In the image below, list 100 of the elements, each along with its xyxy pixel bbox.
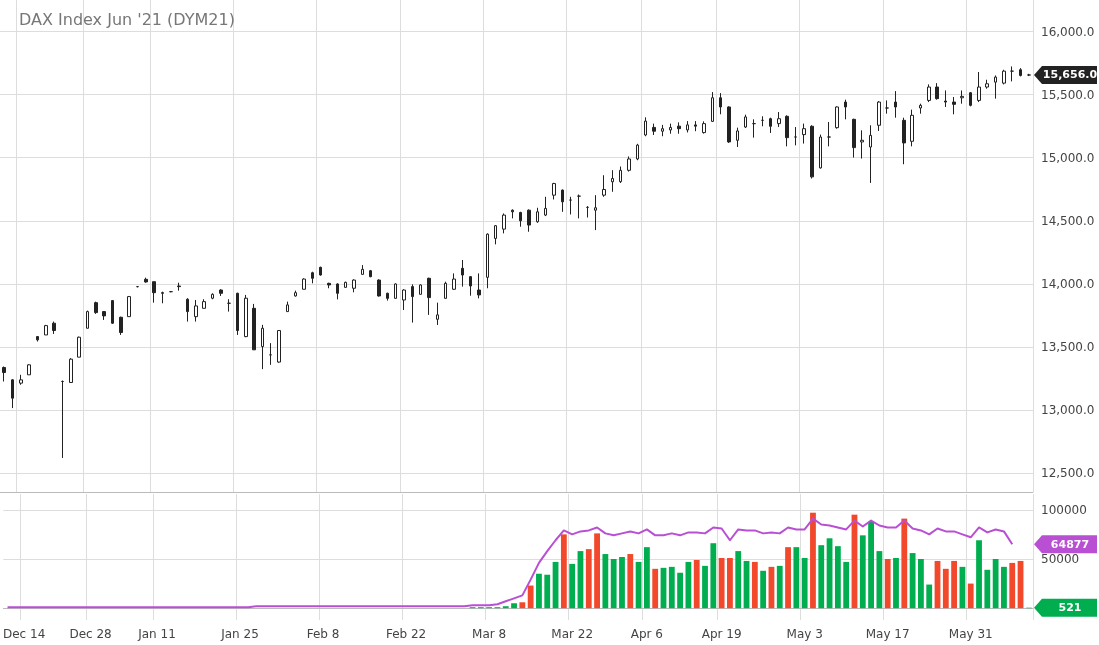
candlestick — [411, 283, 414, 324]
bar — [569, 563, 576, 609]
candlestick — [394, 282, 397, 299]
candlestick — [69, 357, 73, 383]
y-tick-label: 14,000.0 — [1041, 276, 1095, 291]
y-tick-label: 50000 — [1041, 551, 1080, 566]
bar — [868, 521, 874, 609]
x-tick-label: Jan 11 — [137, 627, 176, 641]
y-tick-label: 100000 — [1041, 502, 1087, 517]
bar — [951, 560, 958, 609]
candlestick — [552, 182, 556, 200]
candlestick — [19, 374, 23, 386]
bar — [992, 558, 999, 609]
candlestick — [919, 103, 922, 115]
candlestick — [827, 121, 831, 147]
y-tick-label: 15,000.0 — [1041, 150, 1095, 165]
bar — [585, 549, 592, 609]
bar — [884, 558, 891, 609]
bar — [677, 572, 684, 609]
candlestick — [594, 194, 597, 231]
candlestick — [119, 316, 123, 336]
bar — [810, 512, 816, 609]
bar — [785, 547, 791, 609]
candlestick — [252, 303, 256, 351]
candlestick — [669, 123, 672, 135]
candlestick — [561, 188, 564, 213]
bar — [735, 551, 742, 609]
candlestick — [652, 123, 656, 136]
bar — [926, 584, 933, 609]
candlestick — [611, 169, 614, 193]
candlestick — [511, 208, 514, 219]
candlestick — [969, 91, 972, 107]
bar — [901, 518, 908, 609]
candlestick — [152, 281, 156, 304]
candlestick — [810, 124, 814, 180]
x-tick-label: May 17 — [865, 627, 910, 641]
candlestick — [877, 100, 881, 132]
text: 521 — [1058, 601, 1082, 615]
candlestick — [785, 114, 789, 147]
candlestick — [277, 330, 281, 364]
candlestick — [536, 207, 539, 224]
bar — [560, 534, 567, 609]
candlestick — [219, 288, 223, 297]
candlestick — [727, 105, 731, 144]
candlestick — [719, 92, 722, 115]
candlestick — [885, 99, 889, 115]
bar — [976, 540, 982, 609]
candlestick — [802, 123, 806, 145]
x-tick-label: Apr 19 — [701, 627, 742, 641]
candlestick — [386, 292, 389, 302]
candlestick — [902, 117, 906, 165]
candlestick — [452, 272, 456, 291]
bar — [751, 561, 758, 609]
y-tick-label: 15,500.0 — [1041, 87, 1095, 102]
candlestick — [694, 120, 697, 132]
x-tick-label: May 31 — [948, 627, 993, 641]
candlestick — [161, 291, 164, 304]
candlestick — [744, 114, 747, 129]
y-tick-label: 16,000.0 — [1041, 24, 1095, 39]
candlestick — [202, 298, 206, 309]
candlestick — [636, 143, 639, 161]
candlestick — [519, 211, 522, 228]
bar — [984, 569, 991, 609]
candlestick — [227, 298, 231, 313]
candlestick — [952, 96, 956, 115]
y-tick-label: 14,500.0 — [1041, 213, 1095, 228]
candlestick — [127, 295, 131, 318]
x-tick-label: Dec 28 — [69, 627, 112, 641]
candlestick — [44, 324, 48, 336]
candlestick — [144, 277, 148, 284]
candlestick — [261, 324, 264, 370]
candlestick — [985, 79, 989, 90]
candlestick — [377, 278, 381, 298]
candlestick — [102, 310, 106, 321]
candlestick — [935, 82, 939, 101]
candlestick — [361, 264, 364, 275]
x-tick-label: May 3 — [786, 627, 823, 641]
candlestick — [736, 127, 739, 148]
candlestick — [177, 282, 181, 292]
candlestick — [236, 292, 239, 336]
x-tick-label: Feb 22 — [385, 627, 427, 641]
candlestick — [661, 124, 664, 137]
candlestick — [52, 321, 56, 335]
text: 15,656.0 — [1042, 68, 1098, 82]
candlestick — [477, 272, 481, 299]
candlestick — [569, 196, 572, 215]
candlestick — [1002, 69, 1006, 85]
candlestick — [686, 120, 689, 133]
candlestick — [994, 74, 997, 100]
candlestick — [436, 302, 439, 326]
x-tick-label: Apr 6 — [630, 627, 663, 641]
bar — [627, 554, 634, 609]
x-tick-label: Dec 14 — [2, 627, 46, 641]
bar — [619, 557, 625, 609]
bar — [801, 557, 808, 609]
bar — [519, 602, 526, 609]
bar — [727, 557, 733, 609]
candlestick — [910, 109, 914, 147]
candlestick — [319, 266, 322, 277]
candlestick — [844, 99, 847, 120]
